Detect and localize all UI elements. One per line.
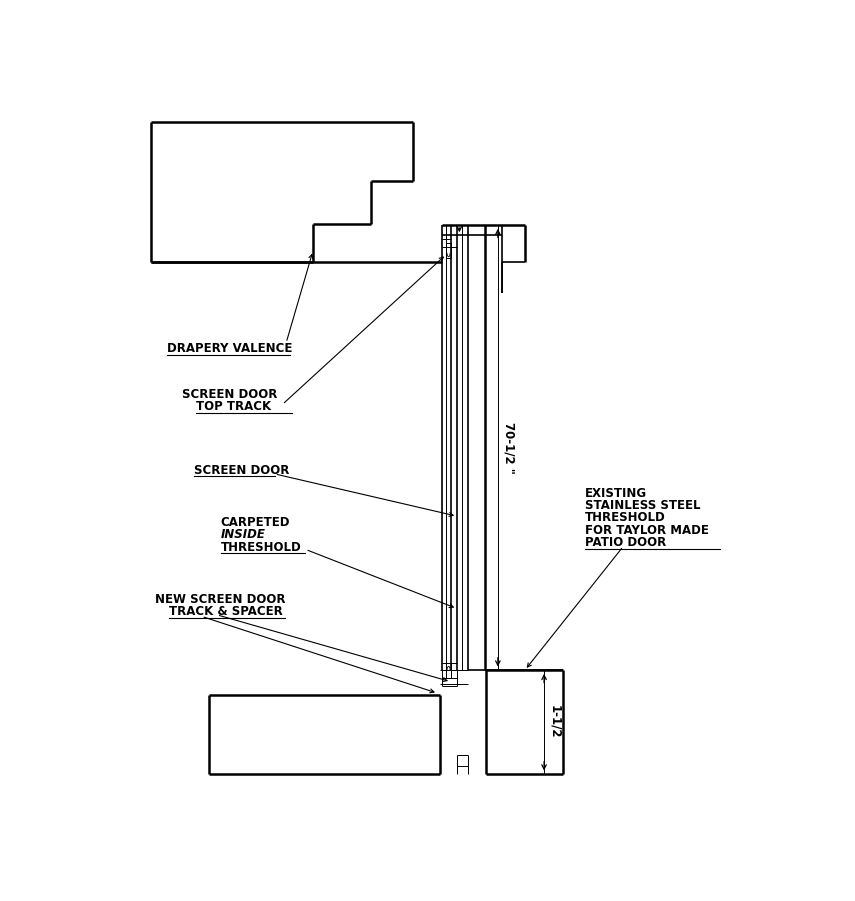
Text: THRESHOLD: THRESHOLD [221, 541, 302, 553]
Text: 1-1/2: 1-1/2 [548, 705, 561, 739]
Text: TOP TRACK: TOP TRACK [196, 400, 271, 414]
Text: STAINLESS STEEL: STAINLESS STEEL [585, 499, 700, 512]
Text: EXISTING: EXISTING [585, 487, 647, 500]
Text: TRACK & SPACER: TRACK & SPACER [169, 605, 283, 618]
Text: FOR TAYLOR MADE: FOR TAYLOR MADE [585, 523, 709, 537]
Text: CARPETED: CARPETED [221, 516, 290, 529]
Text: PATIO DOOR: PATIO DOOR [585, 536, 666, 549]
Text: THRESHOLD: THRESHOLD [585, 511, 666, 524]
Text: INSIDE: INSIDE [221, 528, 266, 542]
Text: SCREEN DOOR: SCREEN DOOR [182, 388, 278, 401]
Text: DRAPERY VALENCE: DRAPERY VALENCE [167, 341, 292, 355]
Text: NEW SCREEN DOOR: NEW SCREEN DOOR [156, 593, 286, 605]
Text: SCREEN DOOR: SCREEN DOOR [194, 463, 289, 477]
Text: 70-1/2 ": 70-1/2 " [503, 422, 516, 474]
